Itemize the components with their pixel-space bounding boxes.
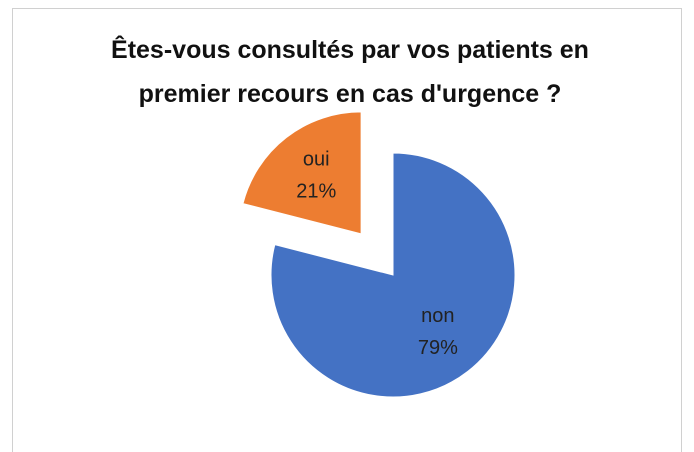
chart-title: Êtes-vous consultés par vos patients en … [111, 36, 589, 108]
pie-slice [270, 152, 516, 398]
pie-slice [242, 111, 362, 235]
slice-category-label: oui [303, 148, 330, 170]
slice-value-label: 21% [296, 180, 336, 202]
slice-value-label: 79% [418, 337, 458, 359]
slice-category-label: non [421, 305, 454, 327]
chart-border [12, 8, 682, 452]
